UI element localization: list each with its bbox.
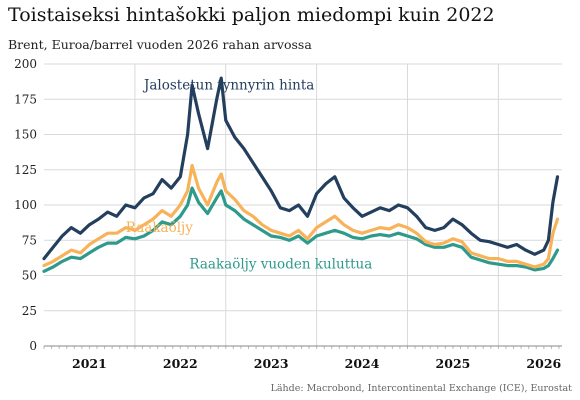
x-tick-label: 2024 <box>345 356 380 371</box>
x-tick-label: 2025 <box>436 356 471 371</box>
y-axis-ticks: 0 25 50 75 100 125 150 175 200 <box>14 57 37 353</box>
y-tick-label: 100 <box>14 198 37 212</box>
series-lines <box>42 76 560 273</box>
y-tick-label: 25 <box>22 304 37 318</box>
grid <box>44 63 562 346</box>
x-tick-label: 2021 <box>72 356 107 371</box>
x-axis-ticks: 2021 2022 2023 2024 2025 2026 <box>43 346 562 371</box>
x-tick-label: 2026 <box>526 356 561 371</box>
y-tick-label: 75 <box>22 233 37 247</box>
x-tick-label: 2022 <box>163 356 198 371</box>
y-tick-label: 50 <box>22 269 37 283</box>
x-tick-label: 2023 <box>254 356 289 371</box>
series-line <box>42 163 560 269</box>
series-line <box>42 186 560 273</box>
y-tick-label: 150 <box>14 128 37 142</box>
source-note: Lähde: Macrobond, Intercontinental Excha… <box>270 383 572 394</box>
series-line <box>42 76 560 261</box>
series-label: Raakaöljy vuoden kuluttua <box>189 256 372 272</box>
chart-subtitle: Brent, Euroa/barrel vuoden 2026 rahan ar… <box>8 37 312 52</box>
series-label: Jalostetun tynnyrin hinta <box>142 77 314 93</box>
series-labels: Jalostetun tynnyrin hinta Raakaöljy Raakaö… <box>126 77 373 272</box>
y-tick-label: 200 <box>14 57 37 71</box>
y-tick-label: 0 <box>29 339 37 353</box>
chart-title: Toistaiseksi hintašokki paljon miedompi … <box>8 4 495 26</box>
y-tick-label: 175 <box>14 92 37 106</box>
series-label: Raakaöljy <box>126 220 193 236</box>
y-tick-label: 125 <box>14 163 37 177</box>
